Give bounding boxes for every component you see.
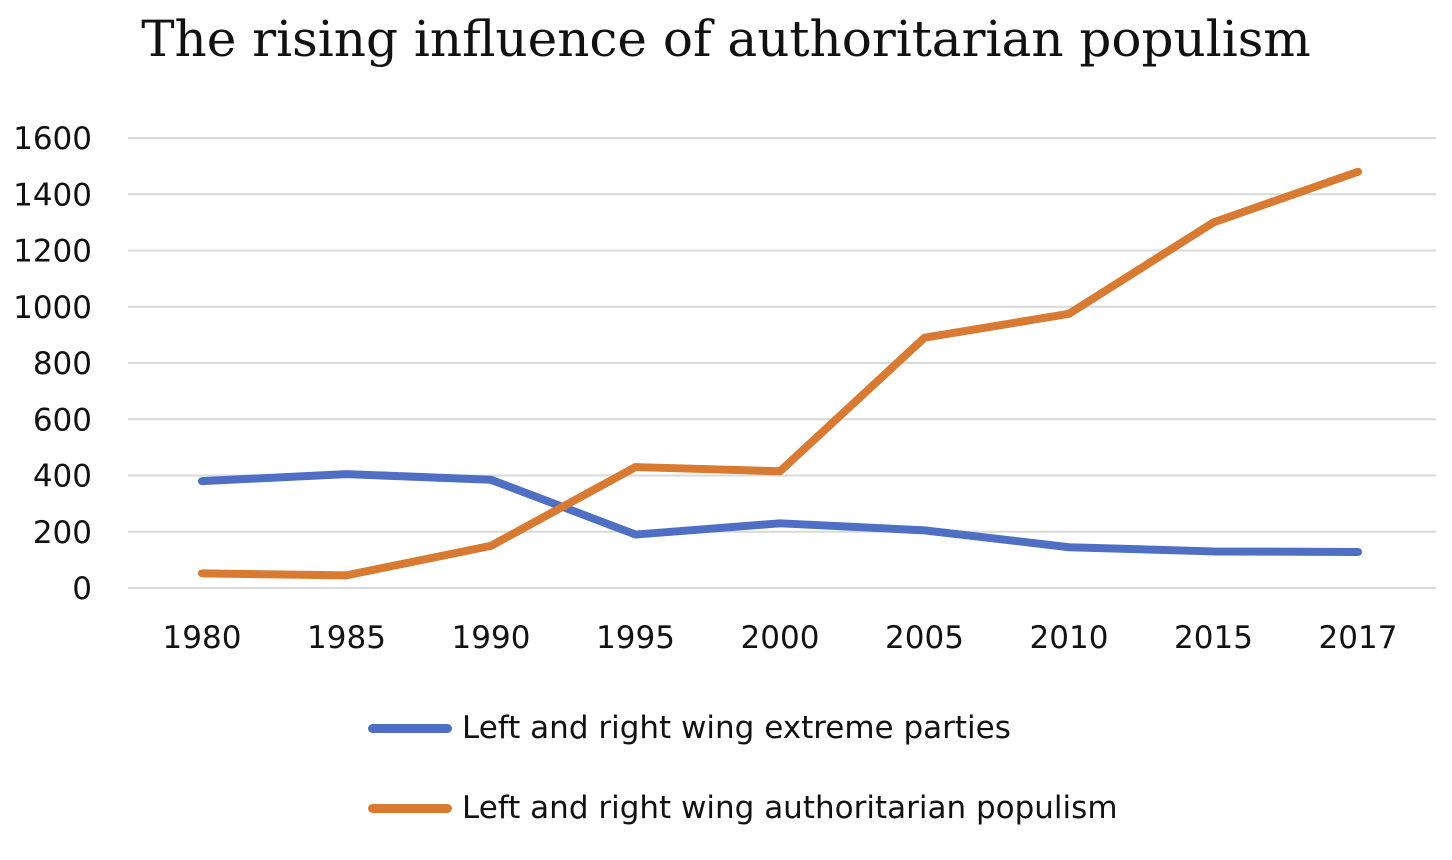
legend: Left and right wing extreme parties Left… [368, 700, 1118, 860]
legend-label-series-0: Left and right wing extreme parties [462, 710, 1011, 746]
y-tick-label: 1000 [13, 290, 92, 326]
x-tick-label: 1985 [307, 620, 386, 656]
x-tick-label: 1995 [596, 620, 675, 656]
x-tick-label: 2017 [1319, 620, 1398, 656]
x-axis-tick-labels: 1980 1985 1990 1995 2000 2005 2010 2015 2017 [163, 620, 1398, 656]
y-tick-label: 1200 [13, 234, 92, 270]
y-tick-label: 800 [33, 346, 92, 382]
x-tick-label: 2015 [1174, 620, 1253, 656]
x-tick-label: 1990 [452, 620, 531, 656]
series-lines [202, 172, 1358, 576]
y-tick-label: 400 [33, 459, 92, 495]
legend-swatch-series-1 [368, 804, 452, 813]
y-tick-label: 1600 [13, 121, 92, 157]
y-tick-label: 200 [33, 515, 92, 551]
series-line-1 [202, 172, 1358, 576]
y-tick-label: 1400 [13, 177, 92, 213]
x-tick-label: 2005 [885, 620, 964, 656]
x-tick-label: 2010 [1030, 620, 1109, 656]
x-tick-label: 1980 [163, 620, 242, 656]
series-line-0 [202, 474, 1358, 552]
legend-label-series-1: Left and right wing authoritarian populi… [462, 790, 1118, 826]
y-tick-label: 600 [33, 402, 92, 438]
x-tick-label: 2000 [741, 620, 820, 656]
y-tick-label: 0 [72, 571, 92, 607]
legend-item-series-0: Left and right wing extreme parties [368, 700, 1118, 756]
legend-swatch-series-0 [368, 724, 452, 733]
legend-item-series-1: Left and right wing authoritarian populi… [368, 780, 1118, 836]
y-axis-tick-labels: 0 200 400 600 800 1000 1200 1400 1600 [13, 121, 92, 607]
